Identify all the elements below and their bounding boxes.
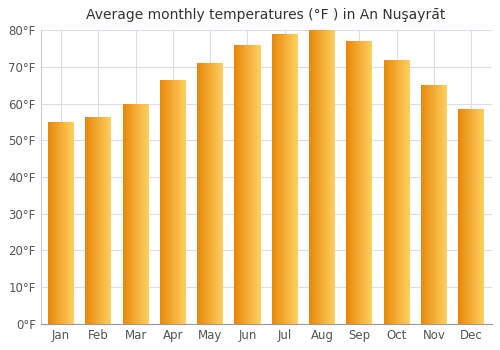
Title: Average monthly temperatures (°F ) in An Nuşayrāt: Average monthly temperatures (°F ) in An… [86, 8, 446, 22]
